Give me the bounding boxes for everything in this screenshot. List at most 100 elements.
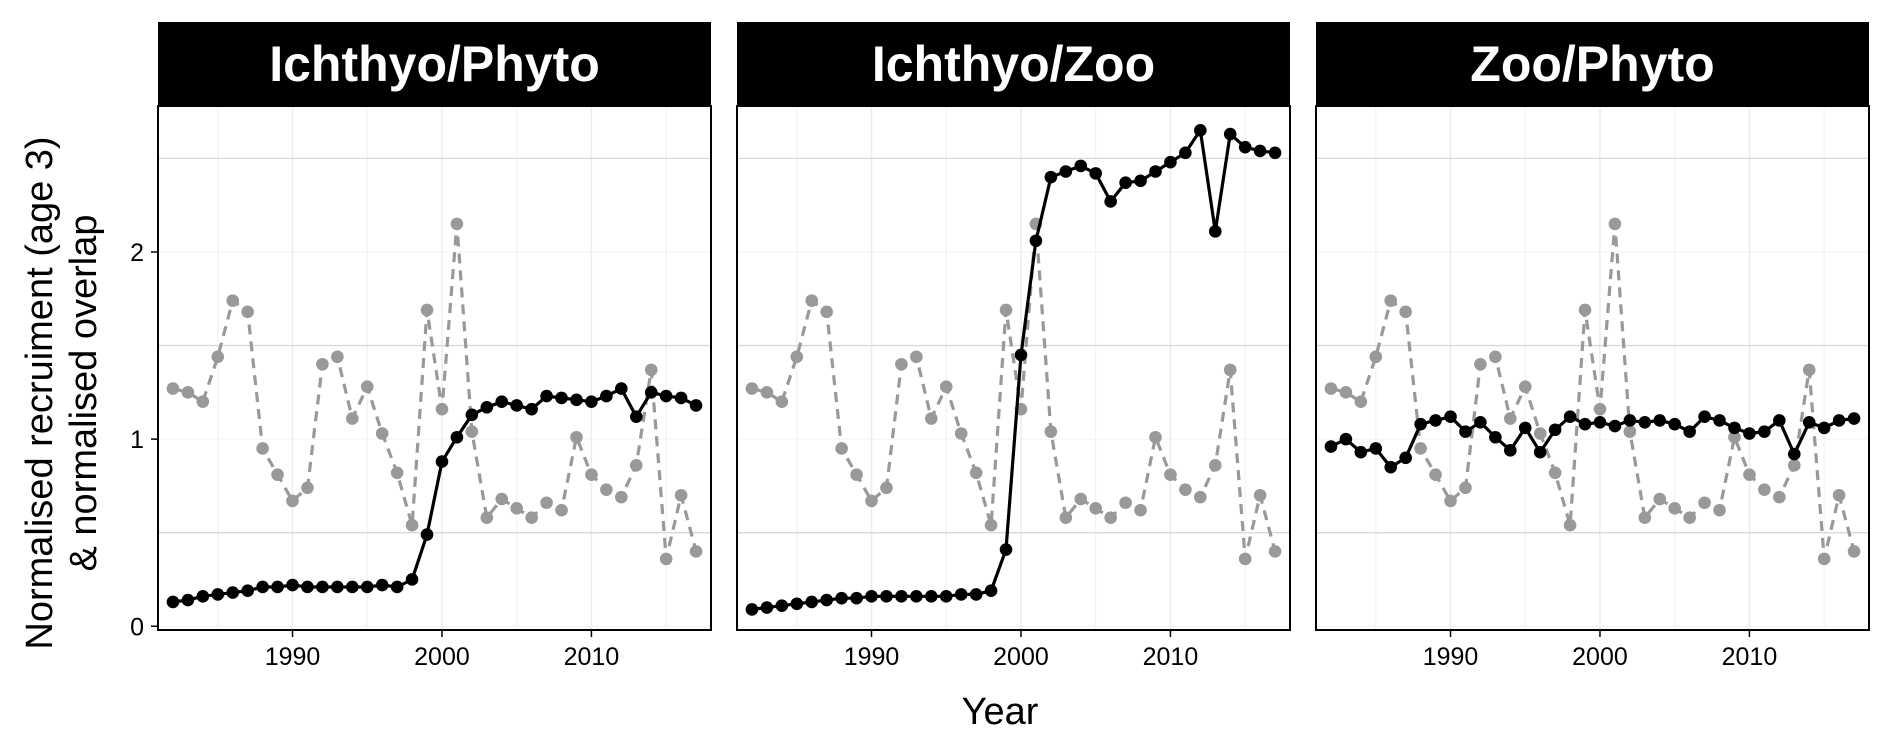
overlap-point	[271, 580, 284, 594]
overlap-point	[1089, 167, 1103, 180]
recruitment-point	[1593, 402, 1607, 416]
recruitment-point	[1713, 503, 1726, 517]
panel-ichthyo-phyto: Ichthyo/Phyto 1990 2000 2010	[157, 22, 712, 671]
overlap-point	[895, 590, 908, 603]
overlap-point	[760, 601, 774, 614]
overlap-point	[570, 393, 583, 407]
recruitment-point	[1059, 511, 1073, 525]
panel-zoo-phyto: Zoo/Phyto 1990 2000 2010	[1315, 22, 1870, 671]
recruitment-point	[480, 511, 494, 525]
overlap-point	[1533, 445, 1547, 459]
overlap-point	[1847, 412, 1861, 425]
recruitment-point	[1119, 496, 1132, 510]
recruitment-point	[984, 518, 998, 532]
recruitment-point	[1074, 492, 1088, 506]
recruitment-point	[1429, 468, 1442, 481]
panel-title: Zoo/Phyto	[1470, 36, 1714, 92]
recruitment-point	[241, 305, 254, 319]
panel-ichthyo-zoo: Ichthyo/Zoo 1990 2000 2010	[736, 22, 1291, 671]
recruitment-point	[939, 380, 953, 394]
recruitment-point	[1578, 303, 1592, 317]
overlap-point	[1518, 421, 1532, 435]
overlap-point	[745, 603, 759, 616]
recruitment-point	[1474, 357, 1487, 371]
overlap-point	[969, 588, 983, 601]
overlap-point	[1119, 176, 1132, 190]
recruitment-point	[1728, 430, 1741, 444]
recruitment-point	[1399, 305, 1412, 319]
recruitment-point	[805, 294, 819, 307]
overlap-point	[1653, 414, 1667, 427]
overlap-point	[1134, 174, 1147, 188]
recruitment-point	[196, 395, 210, 408]
recruitment-point	[570, 430, 583, 444]
recruitment-point	[1817, 552, 1831, 566]
overlap-point	[1384, 460, 1398, 474]
overlap-point	[525, 402, 538, 416]
recruitment-point	[525, 511, 538, 525]
recruitment-point	[540, 496, 553, 510]
panel-title: Ichthyo/Phyto	[269, 36, 600, 92]
plot-background	[1316, 106, 1869, 630]
overlap-point	[316, 580, 329, 594]
overlap-point	[1179, 146, 1192, 160]
overlap-point	[1429, 414, 1442, 427]
y-axis-title-line-1: Normalised recruiment (age 3)	[19, 136, 61, 649]
recruitment-point	[1787, 459, 1801, 472]
recruitment-point	[820, 305, 833, 319]
overlap-point	[510, 399, 524, 412]
recruitment-point	[1533, 427, 1547, 440]
x-axis-title: Year	[962, 691, 1039, 733]
panel-strip	[158, 22, 711, 106]
recruitment-point	[1802, 363, 1816, 377]
overlap-point	[211, 588, 225, 601]
overlap-point	[241, 584, 254, 597]
overlap-point	[1459, 425, 1472, 438]
recruitment-point	[1758, 483, 1771, 496]
overlap-point	[1399, 451, 1412, 465]
recruitment-point	[1459, 481, 1472, 495]
recruitment-point	[775, 395, 789, 408]
overlap-point	[286, 578, 299, 592]
plot-background	[158, 106, 711, 630]
plot-background	[737, 106, 1290, 630]
recruitment-point	[1743, 468, 1756, 481]
overlap-point	[555, 391, 568, 405]
overlap-point	[1623, 414, 1637, 427]
overlap-point	[360, 580, 374, 594]
recruitment-point	[1044, 425, 1058, 438]
panel-border	[736, 105, 1291, 631]
recruitment-point	[1194, 490, 1207, 504]
overlap-point	[1354, 445, 1368, 459]
overlap-point	[790, 597, 804, 611]
overlap-point	[615, 382, 628, 395]
overlap-point	[865, 590, 878, 603]
overlap-point	[166, 595, 180, 609]
recruitment-point	[420, 303, 434, 317]
recruitment-point	[1668, 502, 1682, 515]
recruitment-point	[644, 363, 658, 377]
overlap-point	[540, 389, 553, 403]
overlap-point	[850, 591, 863, 605]
recruitment-point	[1548, 466, 1562, 480]
recruitment-point	[1503, 412, 1517, 425]
recruitment-point	[331, 350, 344, 364]
recruitment-point	[1339, 386, 1353, 399]
recruitment-point	[585, 468, 598, 481]
recruitment-point	[1104, 511, 1117, 525]
y-axis: 0 1 2	[130, 239, 158, 641]
recruitment-point	[835, 442, 848, 455]
recruitment-point	[1847, 545, 1861, 558]
recruitment-point	[1134, 503, 1147, 517]
recruitment-point	[1638, 511, 1652, 525]
recruitment-point	[166, 382, 180, 395]
overlap-point	[805, 595, 819, 609]
recruitment-point	[1149, 430, 1162, 444]
recruitment-point	[1253, 488, 1267, 502]
recruitment-point	[954, 427, 968, 440]
panel-border	[157, 105, 712, 631]
overlap-point	[1414, 417, 1427, 431]
overlap-point	[1668, 417, 1682, 431]
recruitment-point	[286, 494, 299, 508]
overlap-point	[954, 588, 968, 601]
